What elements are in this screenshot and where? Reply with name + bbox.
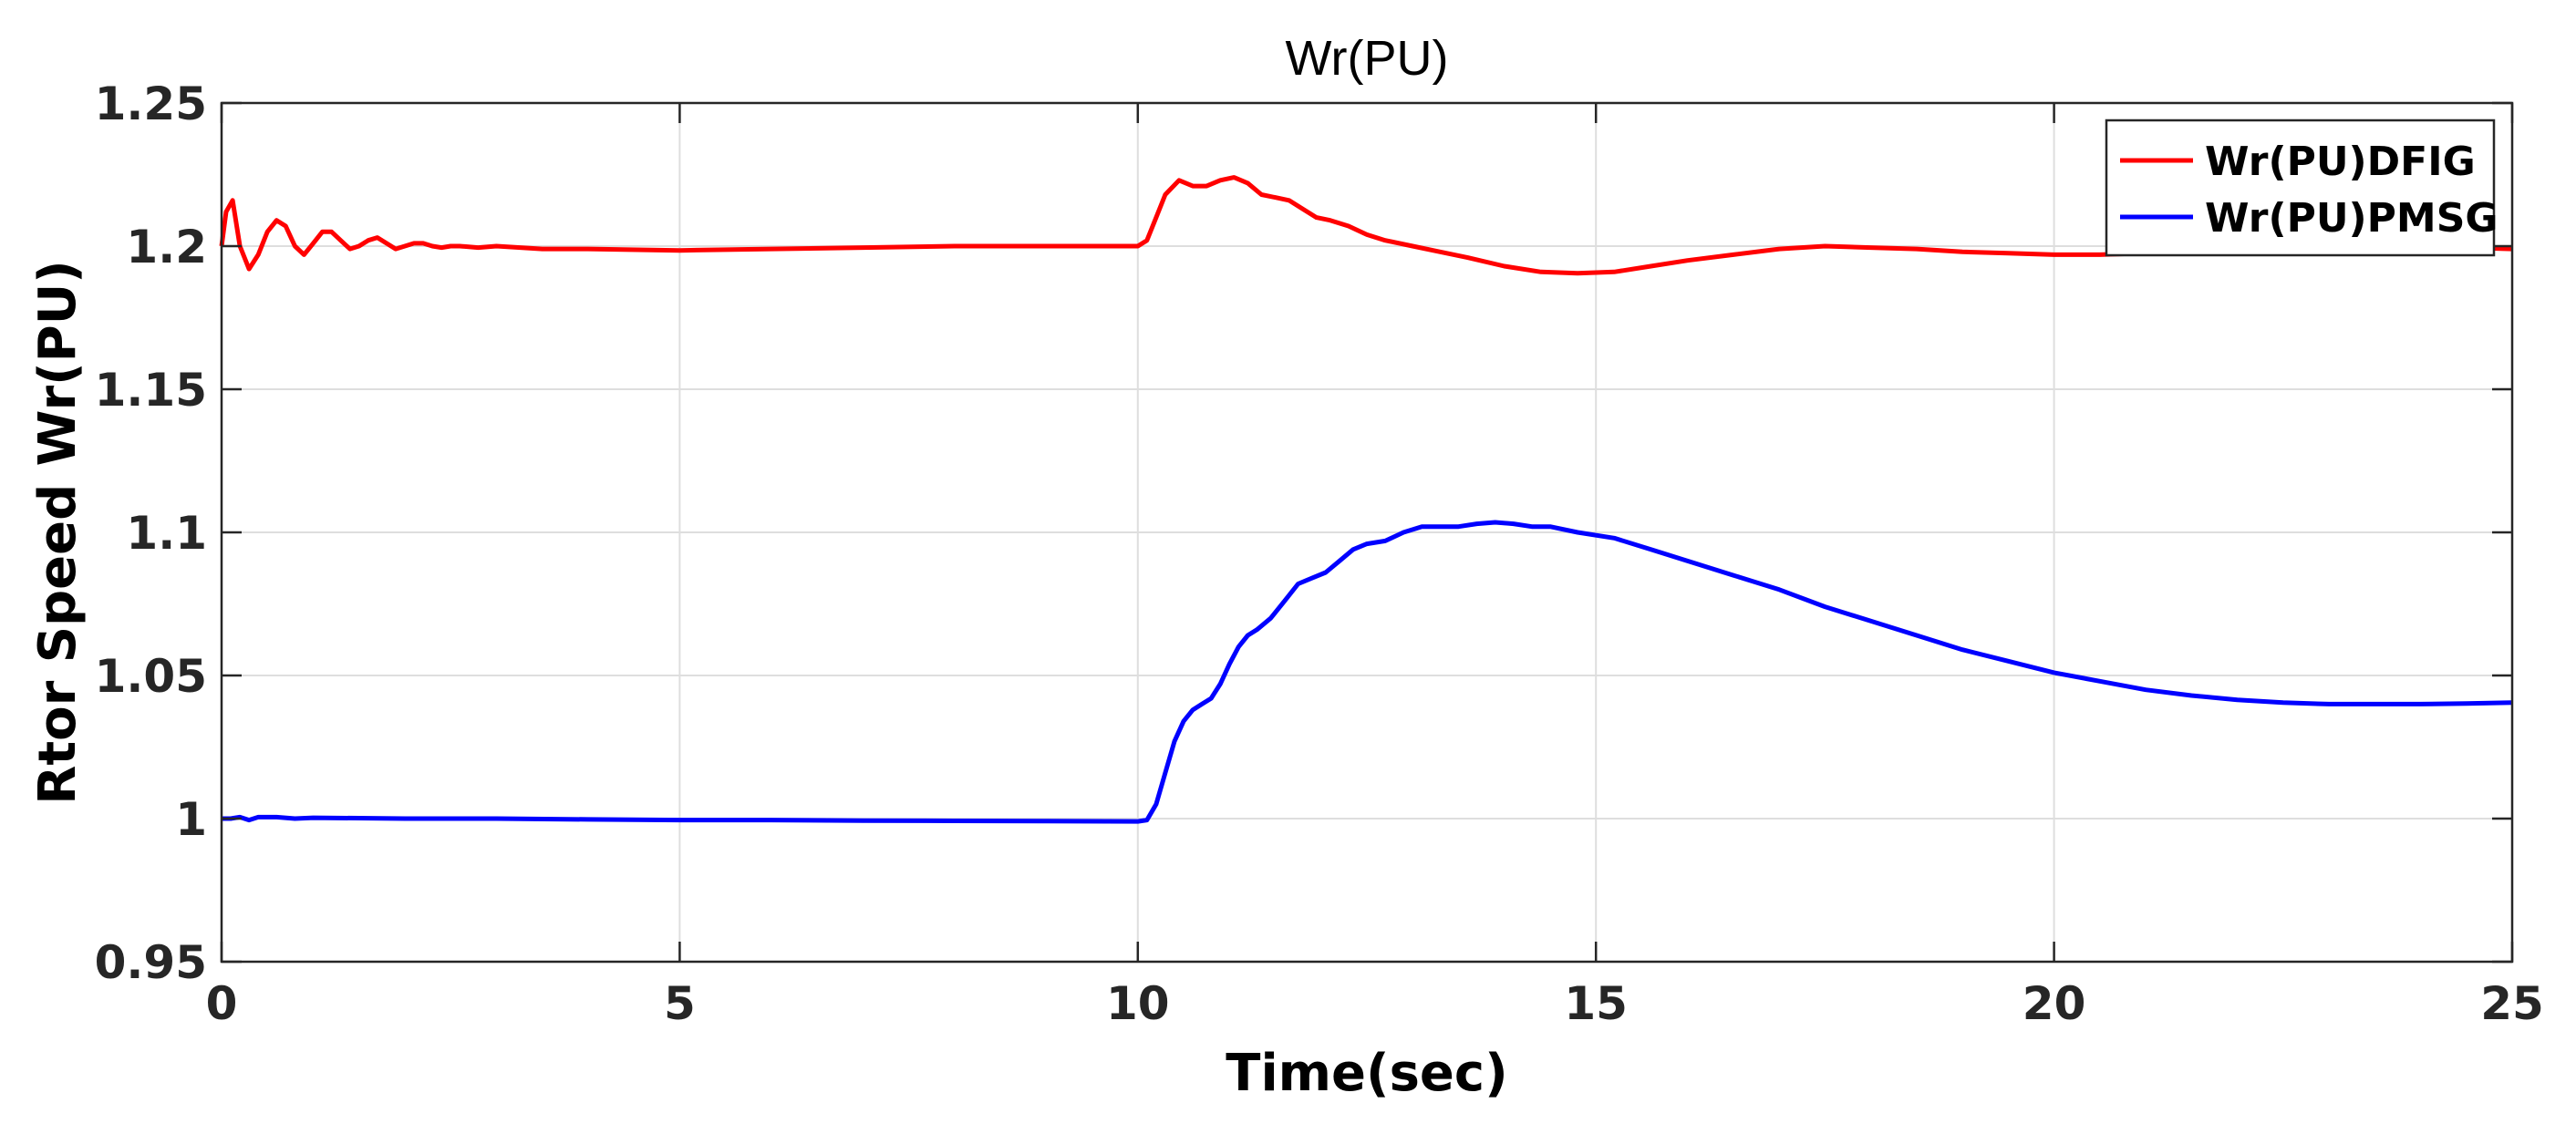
y-axis-label: Rtor Speed Wr(PU) <box>28 260 88 805</box>
y-tick-label: 1.05 <box>95 650 207 703</box>
x-tick-label: 0 <box>206 977 238 1030</box>
y-tick-label: 1.1 <box>126 507 207 560</box>
legend: Wr(PU)DFIG Wr(PU)PMSG <box>2105 119 2498 257</box>
legend-label: Wr(PU)PMSG <box>2205 195 2498 242</box>
legend-box <box>2105 119 2496 257</box>
axis-ticks: 0 5 10 15 20 25 0.95 1 1.05 1.1 1.15 1.2 1.25 <box>95 77 2544 1030</box>
y-tick-label: 1 <box>175 793 207 846</box>
data-series <box>219 175 2513 824</box>
x-tick-label: 25 <box>2480 977 2544 1030</box>
y-tick-label: 1.2 <box>126 221 207 273</box>
x-tick-label: 10 <box>1106 977 1170 1030</box>
y-tick-label: 1.25 <box>95 77 207 130</box>
series-line-dfig <box>219 175 2513 276</box>
y-tick-label: 1.15 <box>95 364 207 417</box>
series-line-pmsg <box>222 520 2513 824</box>
chart-title: Wr(PU) <box>1286 31 1449 86</box>
legend-label: Wr(PU)DFIG <box>2205 139 2476 185</box>
x-tick-label: 20 <box>2023 977 2086 1030</box>
x-tick-label: 15 <box>1564 977 1628 1030</box>
x-tick-label: 5 <box>664 977 696 1030</box>
x-axis-label: Time(sec) <box>1226 1044 1507 1103</box>
y-tick-label: 0.95 <box>95 936 207 989</box>
